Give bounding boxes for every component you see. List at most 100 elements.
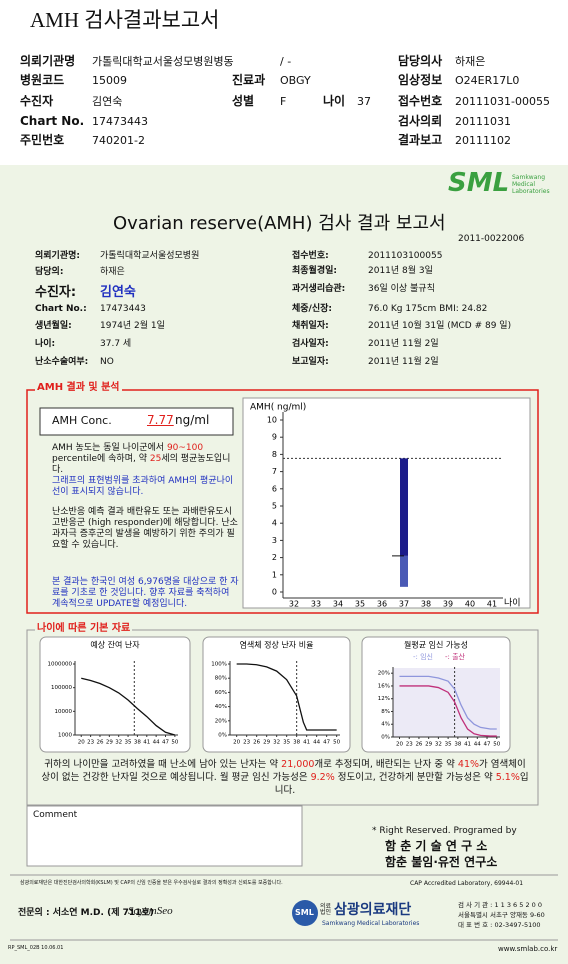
info-label: 난소수술여부: [35,357,89,367]
x-tick-label: 37 [399,600,409,609]
y-tick-label: 0% [381,735,390,741]
x-tick-label: 44 [313,740,320,746]
text-span: 25 [149,454,162,464]
y-tick-label: 20% [215,718,227,724]
x-tick-label: 41 [143,740,150,746]
x-tick-label: 40 [465,600,475,609]
x-tick-label: 47 [484,742,491,748]
field-value: 하재은 [455,55,486,68]
x-tick-label: 38 [421,600,431,609]
y-tick-label: 4 [272,519,277,528]
info-value: 76.0 Kg 175cm BMI: 24.82 [368,304,488,314]
y-tick-label: 10000 [55,709,73,715]
y-tick-label: 16% [378,683,390,689]
x-tick-label: 29 [263,740,270,746]
y-tick-label: 20% [378,671,390,677]
x-tick-label: 20 [396,742,403,748]
field-label: 진료과 [232,73,266,87]
y-tick-label: 4% [381,722,390,728]
field-label: 주민번호 [20,133,65,147]
form-code: RP_SML_02B 10.06.01 [8,945,64,951]
info-label: 의뢰기관명: [35,251,80,261]
field-label: 담당의사 [398,54,443,68]
logo-sub: Samkwang Medical Laboratories [512,174,550,195]
y-tick-label: 1 [272,570,277,579]
notice: 삼광의료재단은 대한진단검사의학회(KSLM) 및 CAP의 신임 인증을 받은… [20,880,283,886]
y-tick-label: 2 [272,553,277,562]
x-tick-label: 32 [289,600,299,609]
amh-box [26,389,539,614]
summary: 귀하의 나이만을 고려하였을 때 난소에 남아 있는 난자는 약 21,000개… [40,758,530,797]
axis-title: AMH( ng/ml) [250,403,306,413]
org-sub: Samkwang Medical Laboratories [322,920,420,927]
org-prefix: 의료법인 [320,903,332,916]
field-value: 20111102 [455,134,511,147]
range-segment [400,458,408,556]
legend-entry: -: 출산 [445,652,466,661]
x-tick-label: 23 [243,740,250,746]
conc-box [39,407,234,436]
x-tick-label: 26 [253,740,260,746]
text-span: 그래프의 표현범위를 초과하여 AMH의 평균나이선이 표시되지 않습니다. [52,476,234,497]
field-label: 의뢰기관명 [20,54,76,68]
info-label: 생년월일: [35,321,72,331]
x-tick-label: 20 [233,740,240,746]
age-box [26,629,539,806]
info-value: 37.7 세 [100,339,132,349]
x-tick-label: 35 [283,740,290,746]
info-label: 검사일자: [292,339,329,349]
legend-entry: -: 임신 [413,652,433,661]
y-tick-label: 100000 [51,685,72,691]
field-value: 740201-2 [92,134,145,147]
chart-title: 예상 잔여 난자 [90,640,140,650]
y-tick-label: 8 [272,450,277,459]
info-value: 2011년 11월 2일 [368,357,439,367]
footer-logo [292,900,318,926]
axis-title: 나이 [504,598,521,609]
x-tick-label: 34 [333,600,343,609]
text-span: 가 염색체이상이 없는 건강한 난자일 것으로 예상됩니다. 월 평균 임신 가… [41,759,526,783]
data-line [81,677,176,736]
x-tick-label: 38 [293,740,300,746]
field-value: 37 [357,95,371,108]
text-span: 90~100 [166,443,204,453]
x-tick-label: 50 [171,740,178,746]
info-value: 2011년 8월 3일 [368,266,433,276]
x-tick-label: 47 [323,740,330,746]
x-tick-label: 32 [115,740,122,746]
text-span: 입니다. [274,772,529,796]
x-tick-label: 29 [106,740,113,746]
x-tick-label: 35 [125,740,132,746]
x-tick-label: 33 [311,600,321,609]
y-tick-label: 1000 [58,733,72,739]
y-tick-label: 100% [211,662,227,668]
info-value: 17473443 [100,304,146,314]
x-tick-label: 41 [303,740,310,746]
page-title: AMH 검사결과보고서 [30,8,220,32]
x-tick-label: 20 [78,740,85,746]
text-span: 9.2% [310,772,335,783]
text-span: 정도이고, 건강하게 분만할 가능성은 약 [334,772,496,783]
text-span: 21,000 [281,759,315,770]
field-value: 17473443 [92,115,148,128]
conc-unit: ng/ml [175,413,210,427]
y-tick-label: 3 [272,536,277,545]
y-tick-label: 80% [215,676,227,682]
chart-title: 염색체 정상 난자 비율 [240,640,314,650]
signature: SoyemSeo [128,905,173,917]
y-tick-label: 40% [215,704,227,710]
x-tick-label: 36 [377,600,387,609]
text-span: 본 결과는 한국인 여성 6,976명을 대상으로 한 자료를 기초로 한 것입… [52,577,239,609]
x-tick-label: 41 [464,742,471,748]
field-label: 병원코드 [20,73,65,87]
info-value: NO [100,357,114,367]
comment-box [26,805,303,867]
credit: 함 춘 기 술 연 구 소 [385,839,488,853]
credit: * Right Reserved. Programed by [372,826,517,836]
field-value: O24ER17L0 [455,74,520,87]
info-label: 체중/신장: [292,304,333,314]
x-tick-label: 44 [153,740,160,746]
field-label: 수진자 [20,94,54,108]
paragraph: 난소반응 예측 결과 배란유도 또는 과배란유도시 고반응군 (high res… [52,507,240,551]
info-value: 2011년 10월 31일 (MCD # 89 일) [368,321,512,331]
